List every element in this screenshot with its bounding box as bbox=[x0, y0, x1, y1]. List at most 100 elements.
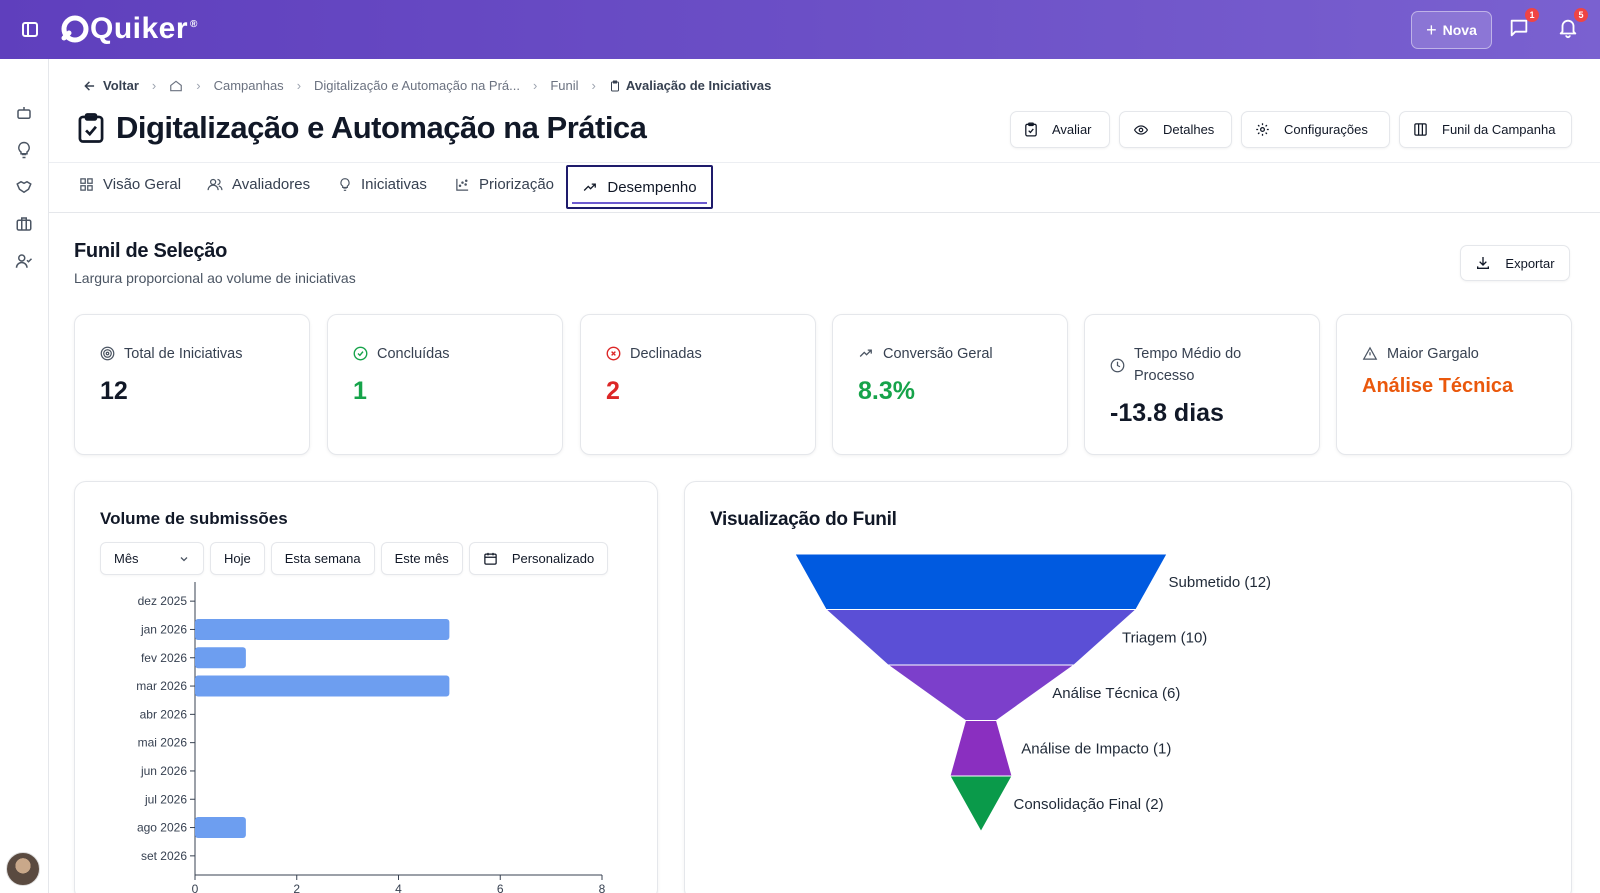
stat-card-total: Total de Iniciativas 12 bbox=[74, 314, 310, 455]
configuracoes-button[interactable]: Configurações bbox=[1241, 111, 1390, 148]
stat-label: Total de Iniciativas bbox=[124, 346, 243, 362]
user-avatar[interactable] bbox=[6, 852, 40, 886]
breadcrumb-item-campaign[interactable]: Digitalização e Automação na Prá... bbox=[314, 78, 520, 93]
x-circle-icon bbox=[606, 346, 621, 361]
stat-value: 1 bbox=[353, 377, 367, 405]
logo-text: Quiker bbox=[90, 12, 189, 45]
stat-card-gargalo: Maior Gargalo Análise Técnica bbox=[1336, 314, 1572, 455]
back-link[interactable]: Voltar bbox=[83, 78, 139, 93]
y-tick-label: jun 2026 bbox=[140, 764, 187, 778]
arrow-left-icon bbox=[84, 80, 95, 91]
stat-label: Concluídas bbox=[377, 346, 450, 362]
bar bbox=[195, 618, 450, 640]
trending-up-icon bbox=[859, 349, 872, 357]
chevron-down-icon bbox=[180, 556, 188, 561]
volume-panel: Volume de submissões Mês Hoje Esta seman… bbox=[74, 481, 658, 893]
gear-icon bbox=[1256, 123, 1269, 136]
trending-up-icon bbox=[584, 183, 597, 191]
app-logo[interactable]: Quiker ® bbox=[60, 12, 198, 46]
page-title-text: Digitalização e Automação na Prática bbox=[116, 110, 647, 145]
section-subtitle: Largura proporcional ao volume de inicia… bbox=[74, 270, 356, 286]
tab-label: Priorização bbox=[479, 176, 555, 193]
breadcrumb-separator: › bbox=[591, 78, 596, 93]
stat-label: Declinadas bbox=[630, 346, 702, 362]
funnel-panel-title: Visualização do Funil bbox=[710, 509, 897, 530]
funnel-stage bbox=[949, 720, 1013, 777]
filter-personalizado-button[interactable]: Personalizado bbox=[468, 542, 609, 575]
x-tick-label: 8 bbox=[599, 882, 606, 893]
clipboard-check-icon bbox=[78, 113, 104, 143]
funnel-stage bbox=[886, 664, 1076, 721]
sidebar bbox=[0, 59, 49, 893]
breadcrumb-separator: › bbox=[532, 78, 538, 93]
filter-personalizado-label: Personalizado bbox=[511, 551, 595, 566]
messages-button[interactable]: 1 bbox=[1508, 8, 1539, 41]
export-button-label: Exportar bbox=[1505, 255, 1555, 271]
calendar-icon bbox=[484, 552, 497, 565]
configuracoes-button-label: Configurações bbox=[1284, 122, 1368, 137]
funnel-stage bbox=[949, 775, 1013, 833]
tab-label: Avaliadores bbox=[232, 176, 311, 193]
avaliar-button-label: Avaliar bbox=[1052, 122, 1092, 137]
filter-hoje-button[interactable]: Hoje bbox=[210, 542, 265, 575]
period-select[interactable]: Mês bbox=[100, 542, 204, 575]
sidebar-toggle-icon[interactable] bbox=[22, 22, 38, 37]
tab-visao-geral[interactable]: Visão Geral bbox=[79, 176, 181, 193]
page-title: Digitalização e Automação na Prática bbox=[76, 110, 647, 146]
section-title: Funil de Seleção bbox=[74, 240, 228, 262]
scatter-chart-icon bbox=[456, 178, 469, 191]
y-tick-label: mar 2026 bbox=[136, 679, 187, 693]
home-icon[interactable] bbox=[169, 79, 183, 93]
target-icon bbox=[100, 346, 115, 361]
user-check-icon[interactable] bbox=[15, 252, 33, 270]
logo-registered-mark: ® bbox=[190, 18, 198, 30]
tab-iniciativas[interactable]: Iniciativas bbox=[338, 176, 427, 193]
x-tick-label: 4 bbox=[395, 882, 402, 893]
breadcrumb-separator: › bbox=[151, 78, 157, 93]
period-filters: Mês Hoje Esta semana Este mês Personaliz… bbox=[100, 542, 609, 575]
breadcrumb-current-label: Avaliação de Iniciativas bbox=[625, 78, 772, 93]
avaliar-button[interactable]: Avaliar bbox=[1010, 111, 1110, 148]
stat-label: Tempo Médio do Processo bbox=[1134, 346, 1242, 384]
top-bar: Quiker ® + Nova 1 5 bbox=[0, 0, 1600, 59]
lightbulb-icon bbox=[340, 178, 350, 191]
stat-value: 2 bbox=[606, 377, 620, 405]
stat-card-conversao: Conversão Geral 8.3% bbox=[832, 314, 1068, 455]
tab-label: Desempenho bbox=[607, 178, 697, 196]
y-tick-label: jul 2026 bbox=[144, 792, 187, 806]
tab-priorizacao[interactable]: Priorização bbox=[455, 176, 554, 193]
notifications-button[interactable]: 5 bbox=[1557, 8, 1588, 41]
download-icon bbox=[1477, 257, 1490, 269]
volume-bar-chart: dez 2025 jan 2026 fev 2026 mar 2026 abr 2026… bbox=[136, 582, 606, 893]
filter-este-mes-button[interactable]: Este mês bbox=[380, 542, 463, 575]
y-tick-label: fev 2026 bbox=[141, 651, 187, 665]
export-button[interactable]: Exportar bbox=[1460, 245, 1570, 281]
clipboard-icon bbox=[610, 80, 619, 91]
briefcase-icon[interactable] bbox=[15, 215, 33, 233]
bar bbox=[195, 647, 246, 669]
clipboard-check-icon bbox=[1025, 122, 1037, 137]
users-icon bbox=[207, 178, 223, 191]
x-tick-label: 0 bbox=[192, 882, 199, 893]
filter-esta-semana-button[interactable]: Esta semana bbox=[270, 542, 375, 575]
lightbulb-icon[interactable] bbox=[15, 141, 33, 159]
tabs-top-divider bbox=[49, 162, 1600, 163]
bot-icon[interactable] bbox=[15, 104, 33, 122]
period-select-value: Mês bbox=[114, 551, 139, 566]
x-tick-label: 6 bbox=[497, 882, 504, 893]
tab-label: Iniciativas bbox=[361, 176, 427, 193]
x-tick-label: 2 bbox=[293, 882, 300, 893]
stat-value: -13.8 dias bbox=[1110, 399, 1224, 427]
breadcrumb-item-funil[interactable]: Funil bbox=[550, 78, 579, 93]
bar bbox=[195, 817, 246, 839]
bell-icon bbox=[1559, 19, 1577, 39]
breadcrumb-item-campanhas[interactable]: Campanhas bbox=[213, 78, 284, 93]
clock-icon bbox=[1110, 358, 1125, 372]
handshake-icon[interactable] bbox=[15, 178, 33, 196]
funil-campanha-button[interactable]: Funil da Campanha bbox=[1399, 111, 1572, 148]
tab-avaliadores[interactable]: Avaliadores bbox=[207, 176, 310, 193]
new-button[interactable]: + Nova bbox=[1411, 11, 1492, 49]
tab-desempenho[interactable]: Desempenho bbox=[566, 165, 713, 209]
detalhes-button[interactable]: Detalhes bbox=[1119, 111, 1232, 148]
breadcrumb-separator: › bbox=[296, 78, 302, 93]
